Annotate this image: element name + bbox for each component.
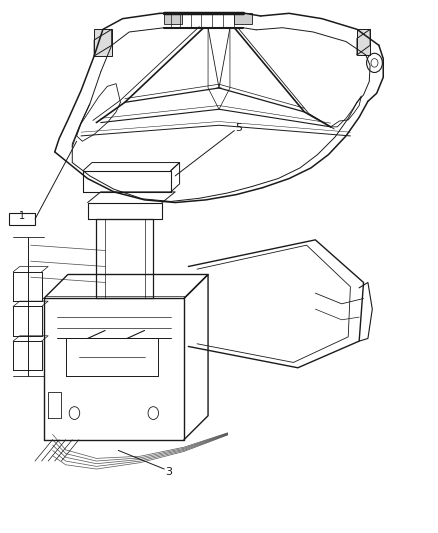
Text: 3: 3 — [165, 467, 172, 477]
Text: 5: 5 — [235, 123, 242, 133]
Text: 1: 1 — [19, 211, 25, 221]
Bar — [9, 213, 35, 225]
Bar — [164, 13, 182, 24]
Bar — [234, 13, 252, 24]
Bar — [357, 29, 370, 55]
Bar — [94, 29, 112, 56]
